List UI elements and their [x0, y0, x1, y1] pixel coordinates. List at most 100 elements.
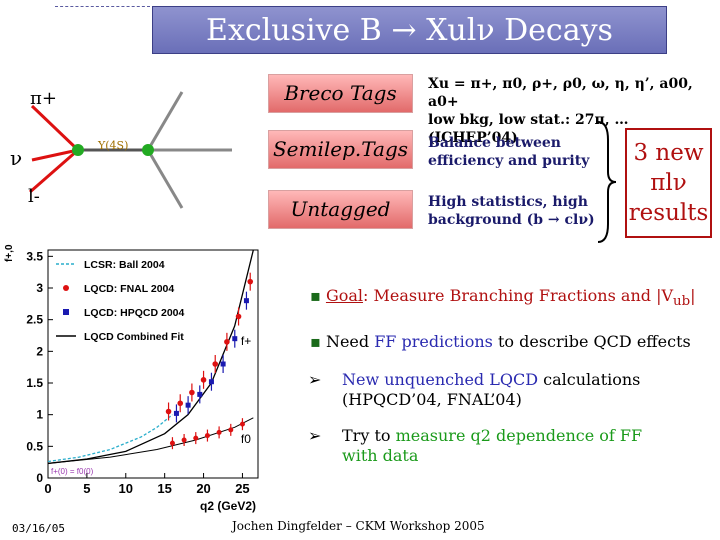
- x-tick-label: 10: [119, 481, 133, 496]
- sub-bullet-q2-text: Try to measure q2 dependence of FF: [342, 426, 642, 445]
- footer-date: 03/16/05: [12, 522, 65, 535]
- form-factor-chart: 0 5 10 15 20 25 0 0.5 1 1.5 2 2.5 3 3.5 f+,0 q2 (GeV2) f…: [4, 244, 259, 513]
- fplus-fzero-annotation: f+(0) = f0(0): [51, 467, 94, 476]
- breco-desc-line2: low bkg, low stat.: 27π, … (ICHEP’04): [428, 112, 629, 146]
- breco-desc-line1: Xu = π+, π0, ρ+, ρ0, ω, η, η’, a00, a0+: [428, 76, 693, 110]
- sub-bullet-lqcd: ➢ New unquenched LQCD calculations (HPQC…: [308, 370, 640, 409]
- semilep-desc-line1: Balance between: [428, 135, 561, 151]
- legend-entry: LCSR: Ball 2004: [84, 259, 165, 271]
- bullet-goal: ▪ Goal: Measure Branching Fractions and …: [310, 286, 696, 309]
- nu-label: ν: [10, 146, 23, 170]
- arrow-icon: ➢: [308, 426, 322, 445]
- sub-bullet-lqcd-text: New unquenched LQCD calculations: [342, 370, 640, 389]
- hpqcd-point: [197, 391, 203, 397]
- f0-point: [239, 421, 245, 427]
- x-tick-label: 20: [196, 481, 210, 496]
- pi-label: π+: [30, 88, 57, 109]
- lepton-label: l-: [28, 186, 40, 207]
- x-axis-label: q2 (GeV2): [200, 499, 256, 513]
- grouping-brace: [597, 121, 617, 243]
- x-tick-label: 0: [44, 481, 51, 496]
- f0-fit-line: [47, 417, 254, 464]
- y-tick-label: 1: [36, 408, 43, 422]
- hpqcd-point: [208, 379, 214, 385]
- hpqcd-point: [232, 336, 238, 342]
- ff-pre: Need: [325, 332, 375, 351]
- results-box: 3 new πlν results: [625, 128, 712, 238]
- fnal-point: [224, 339, 230, 345]
- results-line2: πlν: [650, 170, 687, 196]
- legend-entry: LQCD Combined Fit: [84, 331, 184, 343]
- f0-point: [193, 435, 199, 441]
- f0-point: [216, 429, 222, 435]
- ff-post: to describe QCD effects: [492, 332, 691, 351]
- legend-entry: LQCD: FNAL 2004: [84, 283, 174, 295]
- sub-bullet-q2: ➢ Try to measure q2 dependence of FF wit…: [308, 426, 642, 465]
- x-tick-label: 5: [83, 481, 90, 496]
- f0-point: [204, 433, 210, 439]
- hpqcd-point: [243, 298, 249, 304]
- untagged-desc: High statistics, high background (b → cl…: [428, 193, 595, 229]
- fzero-label: f0: [241, 432, 251, 446]
- y-tick-label: 2: [36, 344, 43, 358]
- goal-text: : Measure Branching Fractions and |V: [363, 286, 674, 305]
- ff-highlight: FF predictions: [374, 332, 493, 351]
- fnal-point: [247, 278, 254, 285]
- y-tick-label: 0.5: [26, 439, 43, 453]
- hpqcd-point: [173, 410, 179, 416]
- y-tick-label: 3: [36, 281, 43, 295]
- goal-sub: ub: [673, 294, 691, 310]
- arrow-icon: ➢: [308, 370, 322, 389]
- fnal-point: [189, 389, 195, 396]
- legend-entry: LQCD: HPQCD 2004: [84, 307, 185, 319]
- bullet-marker: ▪: [310, 286, 321, 305]
- page-title: Exclusive B → Xulν Decays: [206, 13, 613, 48]
- lqcd-line2: (HPQCD’04, FNAL’04): [342, 390, 522, 409]
- fplus-label: f+: [241, 334, 251, 348]
- f0-point: [181, 437, 187, 443]
- untagged-desc-line2: background (b → clν): [428, 212, 595, 228]
- tag-semilep: Semilep.Tags: [268, 130, 413, 169]
- vertex-b-sig: [142, 144, 154, 156]
- y-tick-label: 1.5: [26, 376, 43, 390]
- bullet-marker: ▪: [310, 332, 321, 351]
- lqcd-highlight: New unquenched LQCD: [342, 370, 539, 389]
- untagged-desc-line1: High statistics, high: [428, 194, 588, 210]
- tag-untagged: Untagged: [268, 190, 413, 229]
- results-line3: results: [628, 200, 709, 226]
- series-lcsr-line: [47, 414, 173, 463]
- tag-breco: Breco Tags: [268, 74, 413, 113]
- x-tick-label: 15: [157, 481, 171, 496]
- f0-point: [169, 440, 175, 446]
- y-tick-label: 0: [36, 471, 43, 485]
- results-line1: 3 new: [633, 140, 704, 166]
- upsilon-label: Υ(4S): [98, 139, 129, 152]
- fnal-point: [177, 400, 184, 407]
- hpqcd-point: [220, 361, 226, 367]
- y-tick-label: 2.5: [26, 313, 43, 327]
- goal-prefix: Goal: [325, 286, 364, 305]
- goal-tail: |: [690, 286, 696, 305]
- hpqcd-point: [185, 402, 191, 408]
- q2-line2: with data: [342, 446, 419, 465]
- fnal-point: [165, 408, 172, 415]
- y-axis-label: f+,0: [4, 244, 15, 262]
- semilep-desc: Balance between efficiency and purity: [428, 134, 589, 170]
- fnal-point: [235, 313, 242, 320]
- f0-point: [228, 427, 234, 433]
- fnal-point: [212, 361, 219, 367]
- y-tick-label: 3.5: [26, 249, 43, 263]
- bullet-ff: ▪ Need FF predictions to describe QCD ef…: [310, 332, 691, 351]
- q2-pre: Try to: [342, 426, 396, 445]
- lqcd-post: calculations: [538, 370, 641, 389]
- vertex-b-tag: [72, 144, 84, 156]
- legend-marker: [63, 285, 69, 291]
- x-tick-label: 25: [235, 481, 249, 496]
- fnal-point: [200, 377, 207, 383]
- decay-diagram: [29, 91, 232, 209]
- title-bar: Exclusive B → Xulν Decays: [152, 6, 667, 54]
- footer-author: Jochen Dingfelder – CKM Workshop 2005: [232, 519, 485, 533]
- breco-desc: Xu = π+, π0, ρ+, ρ0, ω, η, η’, a00, a0+ …: [428, 75, 720, 147]
- series-combined-fit-line: [47, 249, 254, 465]
- title-dashline: [55, 6, 150, 7]
